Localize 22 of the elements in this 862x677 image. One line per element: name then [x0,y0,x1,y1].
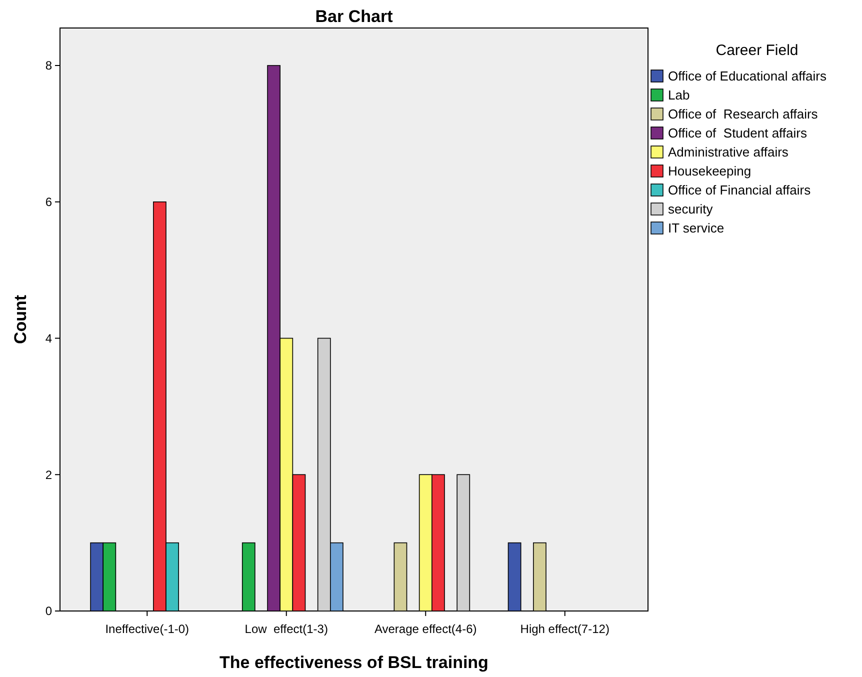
legend-label: Administrative affairs [668,144,789,160]
chart-title: Bar Chart [315,7,394,26]
legend-label: Office of Educational affairs [668,68,827,84]
legend-label: IT service [668,220,724,236]
legend-label: Office of Student affairs [668,126,808,141]
y-tick-label: 2 [45,468,52,482]
y-tick-label: 6 [45,195,52,210]
x-axis-title: The effectiveness of BSL training [220,653,488,672]
y-tick-label: 4 [45,331,52,346]
x-tick-label: Average effect(4-6) [374,622,477,636]
y-tick-label: 0 [45,604,52,618]
x-tick-label: High effect(7-12) [520,622,610,636]
legend-label: Housekeeping [668,164,752,179]
legend-label: Office of Research affairs [668,106,818,122]
x-tick-label: Low effect(1-3) [244,622,328,636]
y-axis-title: Count [11,294,30,344]
legend-title: Career Field [716,42,798,59]
legend-label: Lab [668,88,690,103]
legend-label: Office of Financial affairs [668,182,812,198]
legend-label: security [668,202,714,217]
x-tick-label: Ineffective(-1-0) [105,622,190,636]
y-tick-label: 8 [45,58,52,73]
